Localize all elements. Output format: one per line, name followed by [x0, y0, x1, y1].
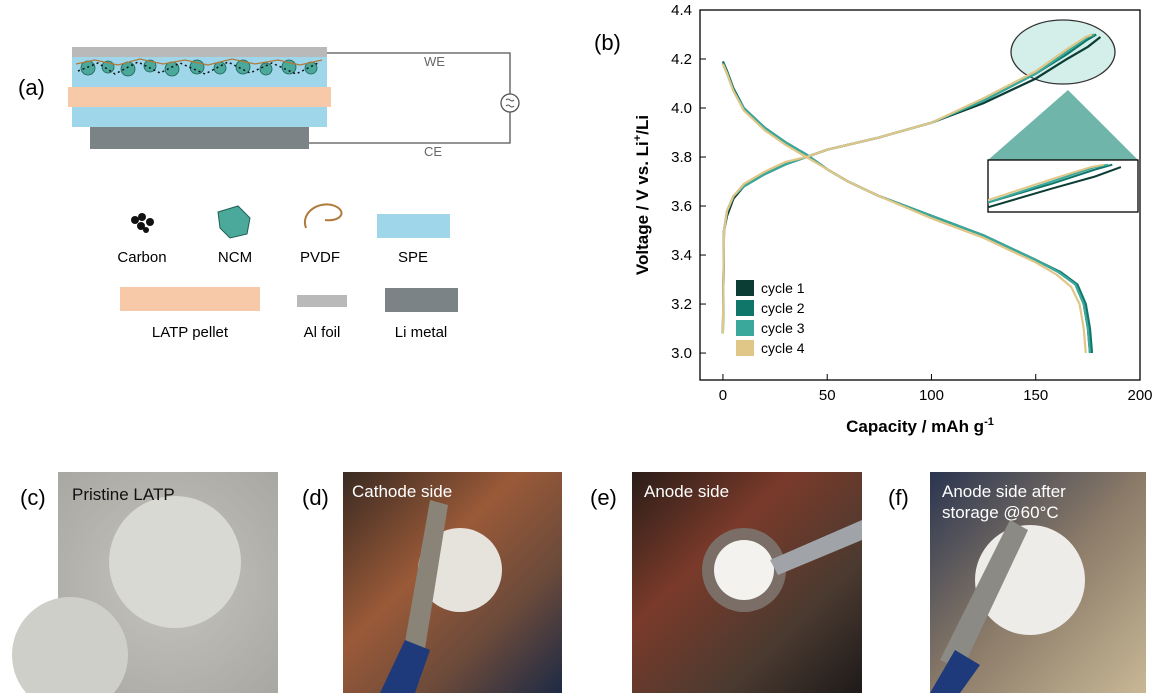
legend-label: cycle 2 [761, 300, 805, 316]
y-tick-label: 3.0 [671, 345, 692, 362]
photo-caption: storage @60°C [942, 503, 1059, 522]
x-tick-label: 150 [1023, 387, 1048, 404]
photo-caption: Anode side after [942, 482, 1066, 501]
legend-label: Li metal [395, 324, 448, 341]
x-axis-title: Capacity / mAh g-1 [846, 416, 994, 436]
y-tick-label: 4.4 [671, 2, 692, 19]
y-tick-label: 3.6 [671, 198, 692, 215]
y-axis-title-suffix: /Li [633, 115, 652, 135]
electrode-label: WE [424, 54, 445, 69]
panel-label: (d) [302, 485, 329, 510]
panel-label: (b) [594, 30, 621, 55]
legend-label: SPE [398, 249, 428, 266]
y-axis-title-text: Voltage / V vs. Li [633, 141, 652, 275]
legend-swatch [736, 280, 754, 296]
legend-label: PVDF [300, 249, 340, 266]
figure-canvas: (a) (b) (c) (d) (e) (f) WE CE Carbon NCM… [0, 0, 1160, 693]
y-tick-label: 4.0 [671, 100, 692, 117]
legend-swatch [736, 340, 754, 356]
legend-swatch [736, 320, 754, 336]
inset-line [345, 167, 1121, 472]
legend-label: LATP pellet [152, 324, 229, 341]
panel-label: (f) [888, 485, 909, 510]
y-tick-label: 3.2 [671, 296, 692, 313]
x-tick-label: 200 [1127, 387, 1152, 404]
legend-label: Al foil [304, 324, 341, 341]
cell-schematic: WE CE [68, 47, 519, 159]
chart: 0 50 100 150 200 3.0 3.2 3.4 3.6 3.8 4.0 4.2 4.4 Capa… [345, 2, 1152, 472]
legend-label: NCM [218, 249, 252, 266]
photo-caption: Anode side [644, 482, 729, 501]
x-tick-label: 50 [819, 387, 836, 404]
x-axis-title-text: Capacity / mAh g [846, 417, 984, 436]
photo-detail [109, 496, 241, 628]
panel-label: (e) [590, 485, 617, 510]
y-tick-label: 4.2 [671, 51, 692, 68]
x-tick-label: 0 [719, 387, 727, 404]
y-axis-title: Voltage / V vs. Li+/Li [632, 115, 652, 275]
figure: (a) (b) (c) (d) (e) (f) WE CE Carbon NCM… [0, 0, 1160, 693]
panel-label: (a) [18, 75, 45, 100]
legend-label: cycle 3 [761, 320, 805, 336]
photo-detail [714, 540, 774, 600]
photo-caption: Cathode side [352, 482, 452, 501]
photos: Pristine LATP Cathode side Anode side An… [12, 472, 1146, 693]
legend-label: Carbon [117, 249, 166, 266]
zoom-cone [988, 90, 1138, 160]
legend-swatch [736, 300, 754, 316]
legend-label: cycle 4 [761, 340, 805, 356]
photo-caption: Pristine LATP [72, 485, 175, 504]
y-tick-label: 3.8 [671, 149, 692, 166]
electrode-label: CE [424, 144, 442, 159]
x-tick-label: 100 [919, 387, 944, 404]
x-axis-title-sup: -1 [984, 416, 994, 428]
panel-label: (c) [20, 485, 46, 510]
y-tick-label: 3.4 [671, 247, 692, 264]
legend-label: cycle 1 [761, 280, 805, 296]
schematic-legend: Carbon NCM PVDF SPE LATP pellet Al foil … [117, 204, 458, 341]
